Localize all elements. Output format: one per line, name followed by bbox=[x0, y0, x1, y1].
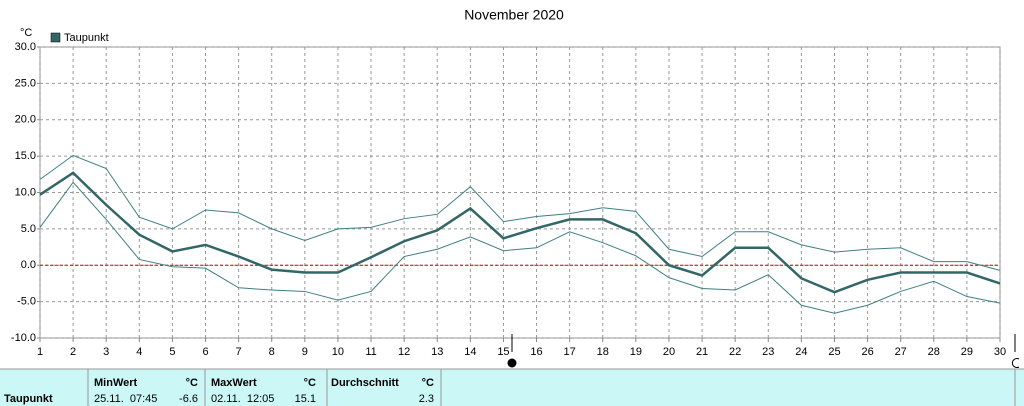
x-tick-label: 10 bbox=[332, 346, 344, 358]
y-tick-label: 0.0 bbox=[21, 259, 36, 271]
x-tick-label: 26 bbox=[861, 346, 873, 358]
y-tick-label: -5.0 bbox=[17, 296, 36, 308]
y-tick-label: 15.0 bbox=[15, 150, 36, 162]
series-line bbox=[39, 181, 1001, 314]
marker-dot bbox=[507, 358, 517, 368]
x-tick-label: 15 bbox=[497, 346, 509, 358]
x-tick-label: 20 bbox=[663, 346, 675, 358]
time: 25.11. 07:45 bbox=[94, 393, 157, 405]
value: 2.3 bbox=[419, 393, 434, 405]
x-tick-label: 14 bbox=[464, 346, 476, 358]
x-tick-label: 5 bbox=[169, 346, 175, 358]
chart-title: November 2020 bbox=[464, 7, 564, 23]
x-tick-label: 18 bbox=[597, 346, 609, 358]
time: 02.11. 12:05 bbox=[211, 393, 274, 405]
col-unit: °C bbox=[186, 377, 198, 389]
x-tick-label: 17 bbox=[564, 346, 576, 358]
y-tick-label: 25.0 bbox=[15, 77, 36, 89]
x-tick-label: 2 bbox=[70, 346, 76, 358]
x-tick-label: 24 bbox=[795, 346, 807, 358]
value: -6.6 bbox=[179, 393, 198, 405]
y-tick-label: -10.0 bbox=[11, 332, 36, 344]
x-tick-label: 7 bbox=[236, 346, 242, 358]
value: 15.1 bbox=[295, 393, 316, 405]
col-unit: °C bbox=[304, 377, 316, 389]
x-tick-label: 13 bbox=[431, 346, 443, 358]
x-tick-label: 3 bbox=[103, 346, 109, 358]
x-tick-label: 30 bbox=[994, 346, 1006, 358]
x-tick-label: 9 bbox=[302, 346, 308, 358]
x-tick-label: 1 bbox=[37, 346, 43, 358]
col-header: MaxWert bbox=[211, 377, 257, 389]
series-line bbox=[39, 154, 1001, 271]
col-header: MinWert bbox=[94, 377, 138, 389]
x-tick-label: 4 bbox=[136, 346, 142, 358]
x-tick-label: 28 bbox=[928, 346, 940, 358]
x-tick-label: 22 bbox=[729, 346, 741, 358]
x-tick-label: 21 bbox=[696, 346, 708, 358]
row-label: Taupunkt bbox=[4, 393, 53, 405]
x-tick-label: 6 bbox=[202, 346, 208, 358]
x-tick-label: 16 bbox=[530, 346, 542, 358]
x-tick-label: 11 bbox=[365, 346, 376, 358]
x-tick-label: 27 bbox=[895, 346, 907, 358]
series-line bbox=[39, 171, 1001, 294]
stats-table bbox=[0, 369, 1024, 406]
col-unit: °C bbox=[422, 377, 434, 389]
col-header: Durchschnitt bbox=[331, 377, 399, 389]
y-tick-label: 5.0 bbox=[21, 223, 36, 235]
x-tick-label: 25 bbox=[828, 346, 840, 358]
legend-label: Taupunkt bbox=[64, 32, 109, 44]
x-tick-label: 19 bbox=[630, 346, 642, 358]
x-tick-label: 29 bbox=[961, 346, 973, 358]
legend-swatch bbox=[50, 32, 61, 43]
y-unit: °C bbox=[20, 27, 32, 39]
y-tick-label: 30.0 bbox=[15, 41, 36, 53]
x-tick-label: 12 bbox=[398, 346, 410, 358]
marker-arc bbox=[1012, 358, 1020, 368]
y-tick-label: 20.0 bbox=[15, 114, 36, 126]
y-tick-label: 10.0 bbox=[15, 186, 36, 198]
x-tick-label: 23 bbox=[762, 346, 774, 358]
x-tick-label: 8 bbox=[269, 346, 275, 358]
